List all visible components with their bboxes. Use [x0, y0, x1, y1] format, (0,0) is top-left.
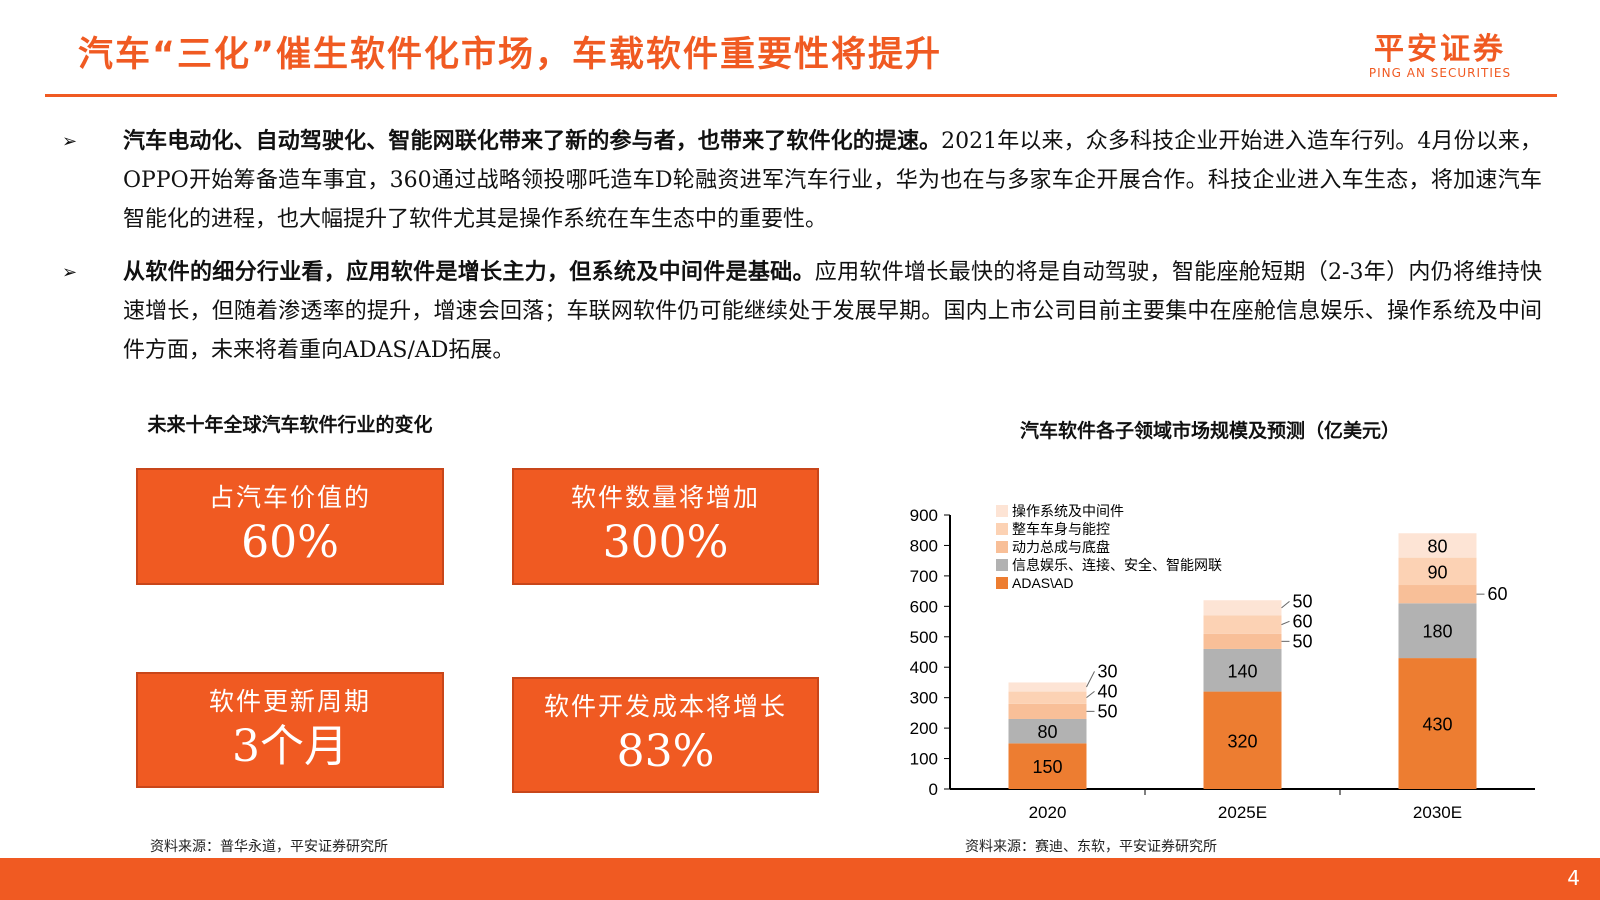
- chart-source: 资料来源：赛迪、东软，平安证券研究所: [965, 839, 1217, 855]
- bar-segment: [1203, 691, 1282, 789]
- label-leader: [1281, 600, 1290, 609]
- bullet-1: ➢ 汽车电动化、自动驾驶化、智能网联化带来了新的参与者，也带来了软件化的提速。2…: [62, 122, 1542, 239]
- legend-swatch: [996, 523, 1008, 535]
- company-logo: 平安证券 PING AN SECURITIES: [1340, 32, 1540, 81]
- bar-segment: [1008, 691, 1087, 704]
- y-tick-label: 400: [910, 658, 938, 677]
- data-label: 140: [1227, 661, 1257, 681]
- arrow-bullet-icon: ➢: [62, 131, 78, 152]
- page-title: 汽车“三化”催生软件化市场，车载软件重要性将提升: [78, 35, 943, 75]
- bar-segment: [1203, 633, 1282, 649]
- stat-label: 软件开发成本将增长: [543, 692, 787, 721]
- stat-value: 300%: [602, 517, 729, 568]
- bar-segment: [1203, 648, 1282, 692]
- data-label: 80: [1427, 536, 1447, 556]
- bar-segment: [1398, 533, 1477, 558]
- label-leader: [1086, 671, 1095, 688]
- chart-title: 汽车软件各子领域市场规模及预测（亿美元）: [1019, 420, 1400, 442]
- data-label: 30: [1098, 661, 1118, 681]
- y-tick-label: 100: [910, 750, 938, 769]
- stat-label: 软件更新周期: [208, 687, 371, 716]
- bar-segment: [1008, 703, 1087, 719]
- y-tick-label: 800: [910, 536, 938, 555]
- bar-segment: [1398, 557, 1477, 586]
- legend-label: ADAS\AD: [1012, 575, 1073, 591]
- arrow-bullet-icon: ➢: [62, 262, 78, 283]
- x-tick-label: 2025E: [1218, 803, 1267, 822]
- legend-swatch: [996, 559, 1008, 571]
- bar-segment: [1398, 585, 1477, 604]
- bullet-text: 应用软件增长最快的将是自动驾驶，智能座舱短期（2-3年）内仍将维持快速增长，但随…: [123, 260, 1542, 363]
- stat-label: 占汽车价值的: [208, 483, 371, 512]
- x-tick-label: 2020: [1029, 803, 1067, 822]
- bar-segment: [1398, 603, 1477, 659]
- bar-segment: [1203, 615, 1282, 634]
- header-divider: [45, 94, 1557, 97]
- legend-label: 操作系统及中间件: [1012, 503, 1124, 519]
- legend-swatch: [996, 541, 1008, 553]
- x-tick-label: 2030E: [1413, 803, 1462, 822]
- bullet-bold: 汽车电动化、自动驾驶化、智能网联化带来了新的参与者，也带来了软件化的提速。: [123, 129, 942, 154]
- data-label: 50: [1293, 591, 1313, 611]
- bullet-list: ➢ 汽车电动化、自动驾驶化、智能网联化带来了新的参与者，也带来了软件化的提速。2…: [62, 122, 1542, 384]
- legend-label: 动力总成与底盘: [1012, 539, 1110, 555]
- y-tick-label: 0: [929, 780, 938, 799]
- y-tick-label: 300: [910, 689, 938, 708]
- bar-segment: [1008, 743, 1087, 789]
- logo-en: PING AN SECURITIES: [1368, 66, 1512, 80]
- data-label: 50: [1098, 701, 1118, 721]
- label-leader: [1281, 620, 1290, 626]
- stat-label: 软件数量将增加: [570, 483, 760, 512]
- legend-label: 整车车身与能控: [1012, 521, 1110, 537]
- data-label: 60: [1488, 584, 1508, 604]
- stat-value: 83%: [616, 726, 715, 777]
- stat-box: 软件开发成本将增长 83%: [512, 677, 819, 793]
- legend-swatch: [996, 577, 1008, 589]
- label-leader: [1086, 690, 1095, 699]
- legend-swatch: [996, 505, 1008, 517]
- footer-bar: [0, 858, 1600, 900]
- data-label: 90: [1427, 562, 1447, 582]
- stat-box: 软件数量将增加 300%: [512, 468, 819, 585]
- stat-box: 占汽车价值的 60%: [136, 468, 444, 585]
- bar-segment: [1008, 682, 1087, 692]
- bar-segment: [1008, 718, 1087, 744]
- stat-value: 60%: [241, 517, 339, 568]
- stat-value: 3个月: [232, 721, 348, 772]
- data-label: 80: [1037, 722, 1057, 742]
- stat-box: 软件更新周期 3个月: [136, 672, 444, 788]
- data-label: 320: [1227, 731, 1257, 751]
- data-label: 60: [1293, 611, 1313, 631]
- bullet-text: 2021年以来，众多科技企业开始进入造车行列。4月份以来，OPPO开始筹备造车事…: [123, 129, 1542, 232]
- data-label: 180: [1422, 622, 1452, 642]
- left-source: 资料来源：普华永道，平安证券研究所: [150, 839, 388, 855]
- y-tick-label: 700: [910, 567, 938, 586]
- data-label: 40: [1098, 681, 1118, 701]
- page-number: 4: [1567, 866, 1580, 890]
- bar-segment: [1203, 600, 1282, 616]
- data-label: 430: [1422, 715, 1452, 735]
- bullet-2: ➢ 从软件的细分行业看，应用软件是增长主力，但系统及中间件是基础。应用软件增长最…: [62, 253, 1542, 370]
- data-label: 150: [1032, 757, 1062, 777]
- y-tick-label: 200: [910, 719, 938, 738]
- bar-segment: [1398, 658, 1477, 789]
- y-tick-label: 500: [910, 628, 938, 647]
- legend-label: 信息娱乐、连接、安全、智能网联: [1012, 557, 1222, 573]
- logo-cn: 平安证券: [1374, 32, 1506, 67]
- y-tick-label: 600: [910, 597, 938, 616]
- bullet-bold: 从软件的细分行业看，应用软件是增长主力，但系统及中间件是基础。: [123, 260, 815, 285]
- left-panel-title: 未来十年全球汽车软件行业的变化: [147, 414, 433, 436]
- y-tick-label: 900: [910, 506, 938, 525]
- data-label: 50: [1293, 631, 1313, 651]
